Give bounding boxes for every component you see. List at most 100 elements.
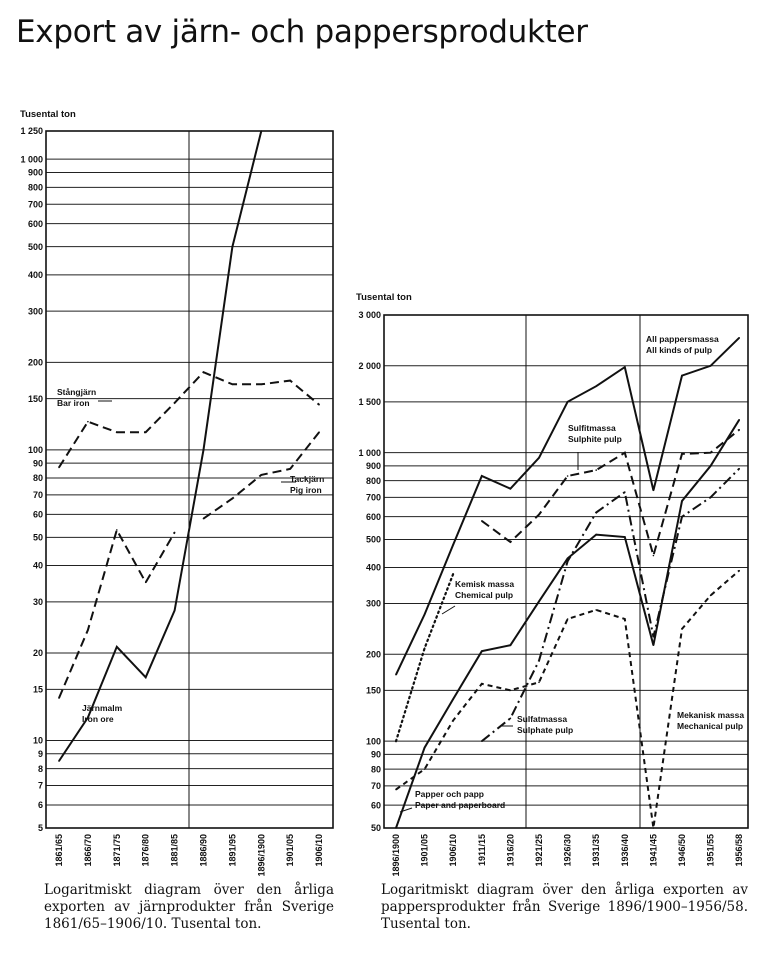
y-tick-label: 7 [38, 781, 43, 791]
y-tick-label: 2 000 [358, 361, 381, 371]
data-point-all_pulp [709, 365, 712, 367]
data-point-bar_iron [116, 431, 118, 433]
y-tick-label: 150 [366, 686, 381, 696]
y-tick-label: 10 [33, 736, 43, 746]
data-point-paper_board [509, 644, 512, 647]
y-tick-label: 3 000 [358, 310, 381, 320]
data-point-mechanical_pulp [652, 827, 655, 829]
y-tick-label: 50 [371, 823, 381, 833]
data-point-all_pulp [481, 475, 483, 477]
y-tick-label: 60 [371, 800, 381, 810]
data-point-sulphite_pulp [652, 554, 655, 557]
data-point-sulphate_pulp [566, 560, 569, 563]
data-point-iron_ore [87, 716, 89, 719]
data-point-chemical_pulp [452, 573, 455, 575]
data-point-mechanical_pulp [624, 618, 626, 620]
x-tick-label: 1921/25 [534, 834, 544, 867]
data-point-iron_ore [231, 245, 234, 248]
data-point-iron_ore [58, 760, 60, 762]
y-tick-label: 800 [366, 476, 381, 486]
data-point-paper_board [423, 746, 426, 749]
data-point-pig_iron [260, 474, 263, 476]
x-tick-label: 1931/35 [591, 834, 601, 867]
data-point-all_pulp [652, 489, 655, 492]
x-tick-label: 1881/85 [170, 834, 180, 867]
data-point-pig_iron [202, 517, 205, 520]
x-tick-label: 1951/55 [706, 834, 716, 867]
data-point-bar_iron [58, 466, 60, 469]
series-line-all_pulp [395, 337, 740, 676]
data-point-chemical_pulp [423, 647, 426, 649]
data-point-bar_iron [202, 371, 205, 373]
y-tick-label: 70 [371, 781, 381, 791]
data-point-mechanical_pulp [423, 768, 426, 770]
series-line-early_iron [58, 527, 176, 699]
data-point-all_pulp [452, 543, 455, 546]
data-point-sulphite_pulp [624, 451, 626, 454]
x-tick-label: 1891/95 [227, 834, 237, 867]
data-point-sulphite_pulp [509, 541, 512, 543]
y-tick-label: 20 [33, 648, 43, 658]
x-tick-label: 1936/40 [620, 834, 630, 867]
data-point-paper_board [624, 536, 626, 538]
series-label-bar_iron: Stångjärn Bar iron [57, 387, 96, 408]
paper-chart-caption: Logaritmiskt diagram över den årliga exp… [381, 882, 748, 932]
data-point-bar_iron [87, 420, 89, 423]
data-point-pig_iron [318, 431, 320, 433]
data-point-mechanical_pulp [681, 628, 683, 630]
y-tick-label: 80 [371, 764, 381, 774]
x-tick-label: 1956/58 [734, 834, 744, 867]
data-point-pig_iron [289, 468, 292, 470]
data-point-paper_board [395, 827, 397, 829]
y-tick-label: 60 [33, 510, 43, 520]
data-point-iron_ore [173, 609, 176, 612]
y-tick-label: 500 [366, 535, 381, 545]
iron-chart: Tusental ton 5 6 7 8 9 10 15 20 30 40 50 60 70 80 90 100… [20, 109, 334, 877]
y-tick-label: 200 [366, 650, 381, 660]
y-tick-label: 50 [33, 533, 43, 543]
x-tick-label: 1876/80 [141, 834, 151, 867]
iron-chart-caption: Logaritmiskt diagram över den årliga exp… [44, 882, 334, 932]
y-tick-label: 150 [28, 394, 43, 404]
y-tick-label: 600 [366, 512, 381, 522]
data-point-bar_iron [260, 383, 263, 386]
data-point-early_iron [87, 629, 89, 631]
series-label-chemical_pulp: Kemisk massa Chemical pulp [455, 579, 514, 600]
y-tick-label: 9 [38, 749, 43, 759]
y-tick-label: 90 [33, 458, 43, 468]
y-tick-label: 500 [28, 242, 43, 252]
data-point-mechanical_pulp [509, 689, 512, 692]
x-tick-label: 1896/1900 [256, 834, 266, 877]
data-point-sulphate_pulp [538, 659, 540, 662]
y-tick-label: 700 [366, 493, 381, 503]
series-line-sulphite_pulp [481, 429, 740, 560]
data-point-iron_ore [202, 449, 205, 451]
data-point-paper_board [538, 600, 540, 603]
x-tick-label: 1916/20 [505, 834, 515, 867]
series-label-paper_board: Papper och papp Paper and paperboard [415, 789, 505, 810]
y-tick-label: 900 [366, 461, 381, 471]
data-point-sulphite_pulp [566, 475, 569, 477]
y-tick-label: 70 [33, 490, 43, 500]
data-point-sulphite_pulp [595, 469, 597, 471]
data-point-all_pulp [566, 401, 569, 403]
paper-chart: Tusental ton 50 60 70 80 90 100 150 200 300 400 500… [356, 292, 749, 877]
data-point-early_iron [116, 529, 118, 531]
data-point-all_pulp [738, 337, 740, 339]
x-tick-label: 1906/10 [448, 834, 458, 867]
y-tick-label: 8 [38, 764, 43, 774]
data-point-mechanical_pulp [395, 788, 397, 791]
y-tick-label: 40 [33, 561, 43, 571]
data-point-sulphate_pulp [709, 496, 712, 499]
data-point-paper_board [709, 465, 712, 467]
x-tick-label: 1906/10 [314, 834, 324, 867]
series-line-bar_iron [58, 371, 320, 468]
data-point-all_pulp [509, 487, 512, 490]
data-point-all_pulp [681, 374, 683, 377]
data-point-bar_iron [231, 383, 234, 386]
x-tick-label: 1896/1900 [391, 834, 401, 877]
y-tick-label: 100 [28, 445, 43, 455]
data-point-sulphate_pulp [481, 740, 483, 742]
data-point-all_pulp [395, 673, 397, 676]
